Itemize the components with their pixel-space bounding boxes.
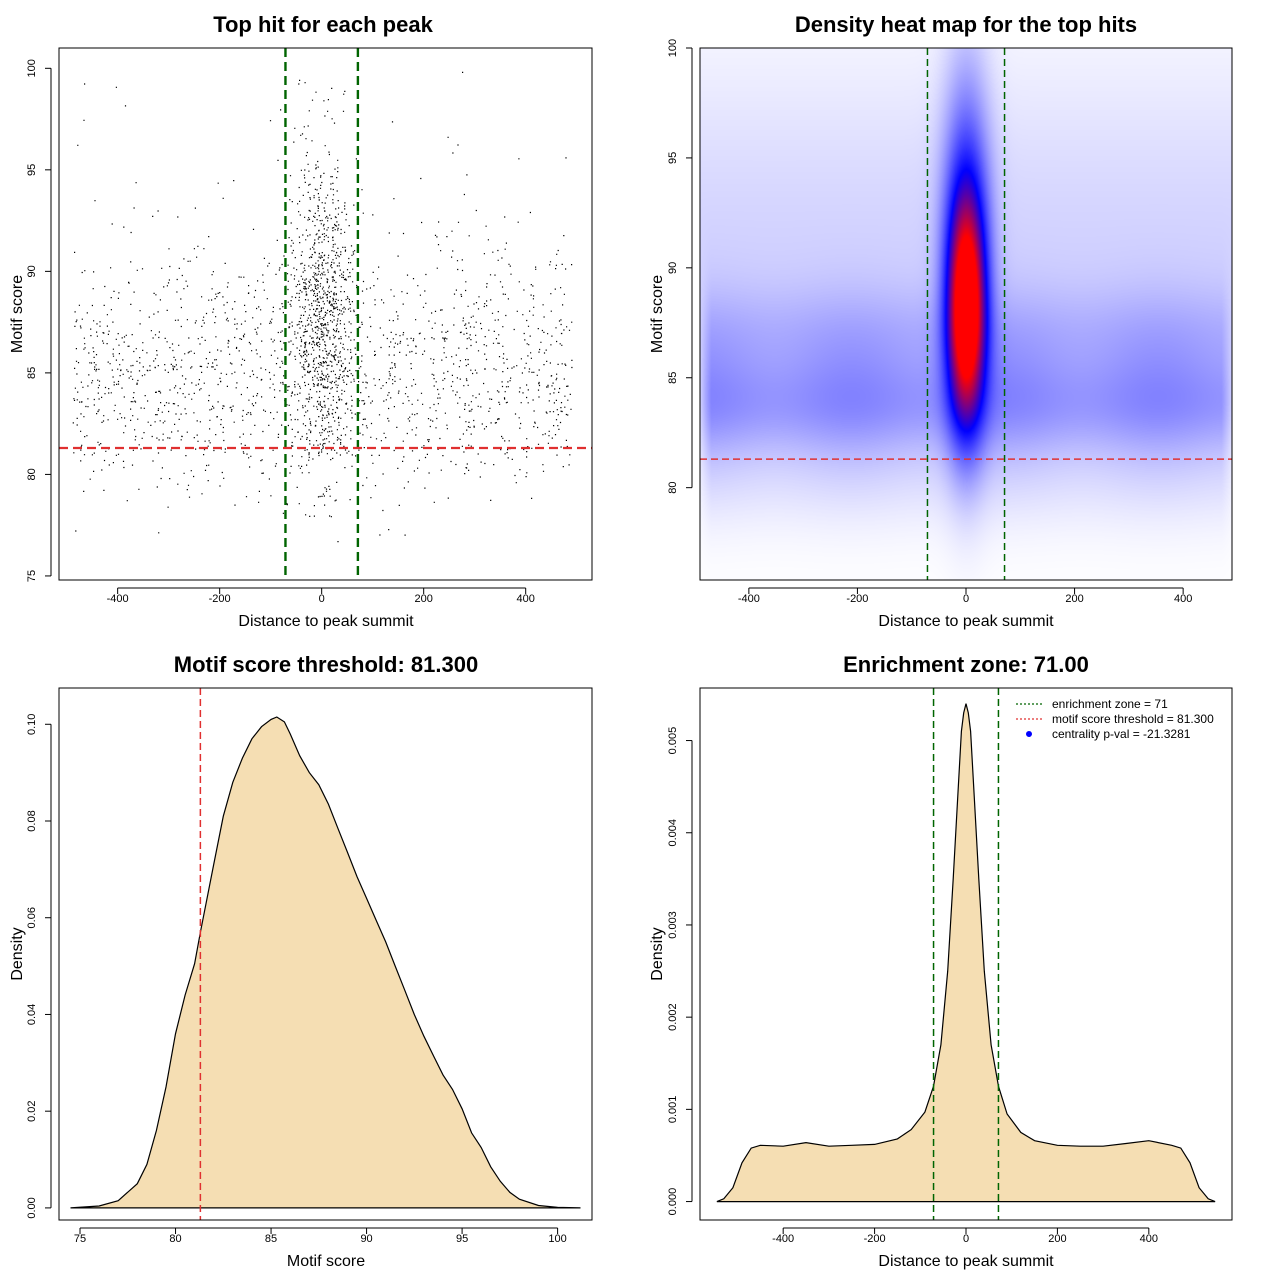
- scatter-y-tick-label: 90: [26, 265, 38, 277]
- panel-scatter: Top hit for each peak -400 -200 0 200 400 75 8…: [9, 12, 593, 630]
- heatmap-canvas-holder: [700, 48, 1232, 580]
- scatter-y-tick-label: 100: [26, 59, 38, 77]
- score-density-x-tick-label: 100: [548, 1233, 566, 1245]
- scatter-title: Top hit for each peak: [213, 12, 433, 37]
- heatmap-axes: -400 -200 0 200 400 80 85 90 95 100: [667, 39, 1192, 605]
- scatter-y-tick-label: 75: [26, 570, 38, 582]
- score-density-ylabel: Density: [9, 927, 26, 980]
- distance-density-y-tick-label: 0.004: [667, 819, 679, 847]
- heatmap-canvas: [700, 48, 1232, 580]
- score-density-title: Motif score threshold: 81.300: [174, 652, 478, 677]
- scatter-y-tick-label: 95: [26, 164, 38, 176]
- panel-heatmap: Density heat map for the top hits -400 -2…: [649, 12, 1233, 630]
- scatter-point-cloud: [72, 71, 573, 543]
- heatmap-plot-box: [699, 47, 1233, 581]
- score-density-x-tick-label: 90: [360, 1233, 372, 1245]
- heatmap-title: Density heat map for the top hits: [795, 12, 1137, 37]
- distance-density-y-tick-label: 0.002: [667, 1003, 679, 1031]
- heatmap-ylabel: Motif score: [649, 275, 666, 353]
- heatmap-y-tick-label: 100: [667, 39, 679, 57]
- score-density-axes: 75 80 85 90 95 100 0.00 0.02 0.04 0.06 0.08 0.10: [26, 714, 567, 1245]
- scatter-axes: -400 -200 0 200 400 75 80 85 90 95 100: [26, 59, 535, 605]
- scatter-ylabel: Motif score: [9, 275, 26, 353]
- enrichment-zone-lines: [932, 688, 1000, 1220]
- distance-density-y-tick-label: 0.000: [667, 1188, 679, 1216]
- score-density-plot-box: [58, 687, 593, 1221]
- score-density-xlabel: Motif score: [287, 1253, 365, 1270]
- score-density-y-tick-label: 0.02: [26, 1100, 38, 1121]
- distance-density-plot-box: [699, 687, 1233, 1221]
- legend: enrichment zone = 71 motif score thresho…: [1016, 697, 1214, 741]
- distance-density-xlabel: Distance to peak summit: [878, 1253, 1054, 1270]
- scatter-plot-box: [58, 47, 593, 581]
- score-density-y-tick-label: 0.10: [26, 714, 38, 735]
- legend-pval-label: centrality p-val = -21.3281: [1052, 727, 1191, 741]
- score-density-curve: [70, 716, 581, 1209]
- scatter-y-tick-label: 85: [26, 367, 38, 379]
- scatter-x-tick-label: 200: [415, 593, 433, 605]
- distance-density-axes: -400 -200 0 200 400 0.000 0.001 0.002 0.003 0.004…: [667, 727, 1158, 1245]
- distance-density-y-tick-label: 0.005: [667, 727, 679, 755]
- heatmap-y-tick-label: 90: [667, 262, 679, 274]
- panel-score-density: Motif score threshold: 81.300 75 80 85 90 95…: [9, 652, 593, 1270]
- distance-density-x-tick-label: -400: [772, 1233, 794, 1245]
- scatter-xlabel: Distance to peak summit: [238, 613, 414, 630]
- legend-threshold-label: motif score threshold = 81.300: [1052, 712, 1214, 726]
- scatter-x-tick-label: 0: [319, 593, 325, 605]
- heatmap-x-tick-label: 400: [1174, 593, 1192, 605]
- heatmap-x-tick-label: -400: [738, 593, 760, 605]
- scatter-x-tick-label: -400: [107, 593, 129, 605]
- score-density-x-tick-label: 80: [169, 1233, 181, 1245]
- score-density-y-tick-label: 0.06: [26, 907, 38, 928]
- distance-density-y-tick-label: 0.001: [667, 1096, 679, 1124]
- heatmap-y-tick-label: 85: [667, 372, 679, 384]
- heatmap-xlabel: Distance to peak summit: [878, 613, 1054, 630]
- distance-density-x-tick-label: 400: [1140, 1233, 1158, 1245]
- scatter-x-tick-label: 400: [517, 593, 535, 605]
- score-density-y-tick-label: 0.00: [26, 1197, 38, 1218]
- distance-density-x-tick-label: 0: [963, 1233, 969, 1245]
- distance-density-x-tick-label: -200: [864, 1233, 886, 1245]
- legend-pval-marker: [1026, 731, 1032, 737]
- distance-density-curve: [716, 703, 1216, 1203]
- heatmap-x-tick-label: -200: [846, 593, 868, 605]
- distance-density-y-tick-label: 0.003: [667, 911, 679, 939]
- score-density-x-tick-label: 95: [456, 1233, 468, 1245]
- score-density-y-tick-label: 0.04: [26, 1004, 38, 1025]
- panel-distance-density: Enrichment zone: 71.00 -400 -200 0 200 400 0.…: [649, 652, 1233, 1270]
- score-density-x-tick-label: 85: [265, 1233, 277, 1245]
- score-density-y-tick-label: 0.08: [26, 810, 38, 831]
- scatter-y-tick-label: 80: [26, 468, 38, 480]
- heatmap-y-tick-label: 95: [667, 152, 679, 164]
- heatmap-y-tick-label: 80: [667, 482, 679, 494]
- distance-density-title: Enrichment zone: 71.00: [843, 652, 1089, 677]
- distance-density-x-tick-label: 200: [1048, 1233, 1066, 1245]
- heatmap-x-tick-label: 200: [1065, 593, 1083, 605]
- scatter-x-tick-label: -200: [209, 593, 231, 605]
- heatmap-x-tick-label: 0: [963, 593, 969, 605]
- heatmap-reference-lines: [700, 48, 1232, 580]
- distance-density-ylabel: Density: [649, 927, 666, 980]
- legend-zone-label: enrichment zone = 71: [1052, 697, 1168, 711]
- scatter-reference-lines: [59, 48, 592, 580]
- scatter-points: [72, 71, 573, 543]
- score-density-x-tick-label: 75: [74, 1233, 86, 1245]
